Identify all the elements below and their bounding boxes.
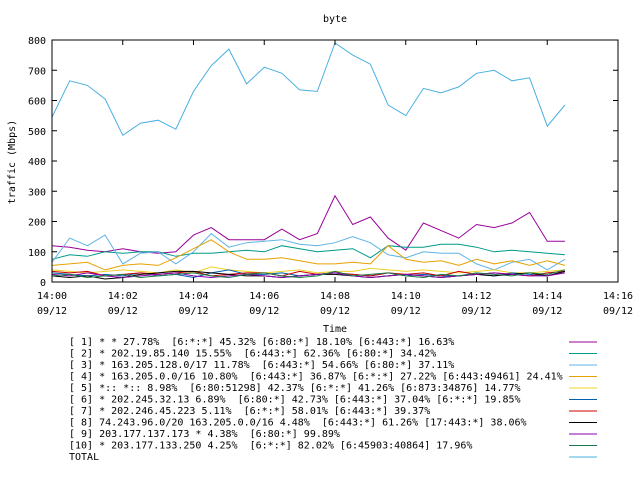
y-tick-label: 600 — [28, 97, 46, 108]
x-tick-label-date: 09/12 — [320, 306, 350, 317]
x-tick-label-time: 14:02 — [108, 291, 138, 302]
x-tick-label-time: 14:10 — [391, 291, 421, 302]
y-tick-label: 200 — [28, 218, 46, 229]
x-tick-label-date: 09/12 — [108, 306, 138, 317]
y-tick-label: 500 — [28, 127, 46, 138]
legend-entry-3: [ 3] * 163.205.128.0/17 11.78% [6:443:*]… — [69, 360, 454, 371]
x-tick-label-time: 14:00 — [37, 291, 67, 302]
x-tick-label-time: 14:14 — [532, 291, 562, 302]
series-line-10 — [51, 269, 566, 279]
legend: [ 1] * * 27.78% [6:*:*] 45.32% [6:80:*] … — [69, 337, 597, 463]
series-line-2 — [51, 243, 565, 260]
x-tick-label-date: 09/12 — [461, 306, 491, 317]
legend-entry-6: [ 6] * 202.245.32.13 6.89% [6:80:*] 42.7… — [69, 395, 521, 406]
legend-entry-9: [ 9] 203.177.137.173 * 4.38% [6:80:*] 99… — [69, 429, 340, 440]
y-tick-label: 0 — [40, 278, 46, 289]
series-line-11 — [51, 42, 566, 137]
plot-series-group — [51, 42, 566, 280]
y-tick-label: 400 — [28, 157, 46, 168]
series-line-5 — [51, 266, 565, 274]
y-tick-label: 800 — [28, 36, 46, 47]
x-tick-label-time: 14:06 — [249, 291, 279, 302]
x-tick-label-date: 09/12 — [249, 306, 279, 317]
legend-entry-1: [ 1] * * 27.78% [6:*:*] 45.32% [6:80:*] … — [69, 337, 454, 348]
x-tick-label-date: 09/12 — [532, 306, 562, 317]
x-tick-label-time: 14:16 — [603, 291, 633, 302]
legend-entry-11: TOTAL — [69, 452, 99, 463]
x-tick-label-time: 14:08 — [320, 291, 350, 302]
series-line-3 — [51, 232, 566, 271]
legend-entry-8: [ 8] 74.243.96.0/20 163.205.0.0/16 4.48%… — [69, 418, 527, 429]
x-tick-label-time: 14:04 — [178, 291, 208, 302]
y-tick-label: 700 — [28, 66, 46, 77]
x-tick-label-date: 09/12 — [391, 306, 421, 317]
y-tick-label: 100 — [28, 248, 46, 259]
legend-entry-2: [ 2] * 202.19.85.140 15.55% [6:443:*] 62… — [69, 349, 436, 360]
x-tick-label-time: 14:12 — [461, 291, 491, 302]
legend-entry-5: [ 5] *:: *:: 8.98% [6:80:51298] 42.37% [… — [69, 383, 521, 394]
x-tick-label-date: 09/12 — [603, 306, 633, 317]
y-axis-label: traffic (Mbps) — [7, 120, 18, 204]
legend-entry-10: [10] * 203.177.133.250 4.25% [6:*:*] 82.… — [69, 441, 472, 452]
x-tick-label-date: 09/12 — [178, 306, 208, 317]
legend-entry-7: [ 7] * 202.246.45.223 5.11% [6:*:*] 58.0… — [69, 406, 430, 417]
series-line-4 — [51, 239, 566, 271]
series-line-1 — [51, 194, 565, 254]
series-line-9 — [51, 272, 565, 279]
y-tick-label: 300 — [28, 187, 46, 198]
axes-group: 0 100 200 300 400 500 600 700 800 14:00 09/12 14:02… — [28, 36, 633, 317]
legend-entry-4: [ 4] * 163.205.0.0/16 10.80% [6:443:*] 3… — [69, 372, 563, 383]
x-axis-label: Time — [323, 324, 347, 335]
chart-title: byte — [323, 14, 347, 25]
x-tick-label-date: 09/12 — [37, 306, 67, 317]
plot-frame — [51, 39, 619, 283]
